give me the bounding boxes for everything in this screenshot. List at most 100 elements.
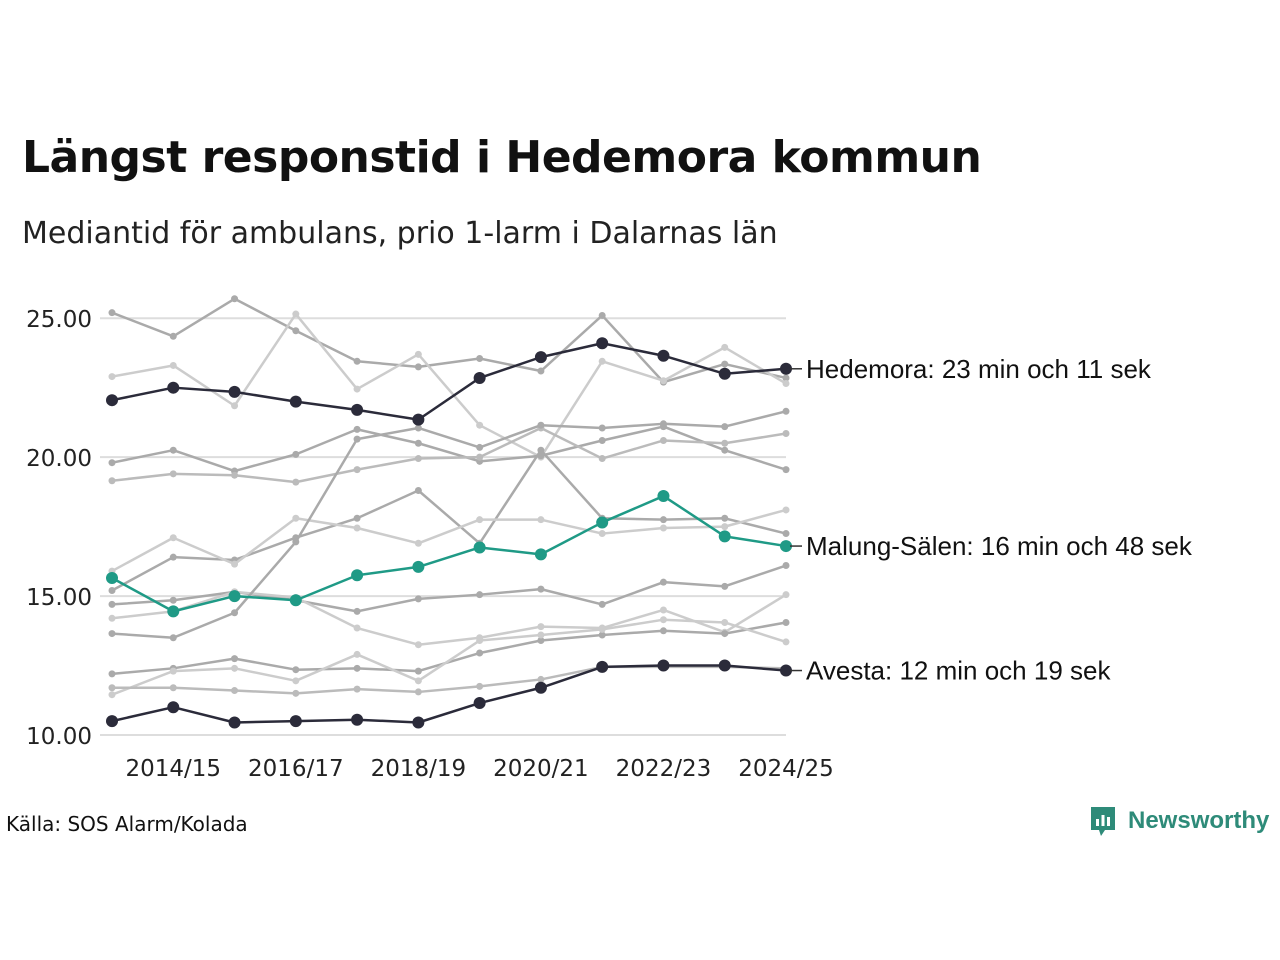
background-series-point: [169, 446, 177, 454]
background-series-point: [598, 357, 606, 365]
background-series-line: [111, 426, 787, 484]
background-series-point: [659, 436, 667, 444]
series-malung-s-len-point: [412, 560, 425, 573]
background-series-point: [292, 478, 300, 486]
background-series-point: [476, 649, 484, 657]
series-malung-s-len-point: [289, 594, 302, 607]
series-avesta-point: [596, 660, 609, 673]
series-labels: Hedemora: 23 min och 11 sek Malung-Sälen:…: [790, 354, 1193, 686]
background-series-point: [231, 295, 239, 303]
series-malung-s-len-line: [111, 494, 787, 613]
series-avesta-point: [780, 664, 792, 677]
background-series-point: [598, 600, 606, 608]
y-tick-label: 20.00: [26, 446, 92, 472]
series-hedemora-point: [289, 395, 302, 408]
background-series-point: [353, 664, 361, 672]
background-series-point: [414, 424, 422, 432]
background-series-point: [598, 455, 606, 463]
background-series-point: [782, 530, 790, 538]
background-series-point: [108, 600, 116, 608]
background-series-point: [353, 435, 361, 443]
background-series-point: [659, 627, 667, 635]
series-hedemora-point: [412, 413, 425, 426]
series-hedemora-point: [780, 362, 792, 375]
background-series-point: [598, 311, 606, 319]
background-series-point: [108, 587, 116, 595]
background-series-line: [111, 590, 787, 646]
background-series-point: [292, 514, 300, 522]
background-series-point: [782, 506, 790, 514]
background-series-point: [353, 425, 361, 433]
background-series-point: [782, 562, 790, 570]
background-series-point: [108, 477, 116, 485]
background-series-point: [537, 446, 545, 454]
background-series-point: [782, 618, 790, 626]
background-series-line: [111, 448, 787, 592]
background-series-point: [537, 637, 545, 645]
background-series-point: [231, 560, 239, 568]
highlighted-series: [106, 337, 792, 729]
series-avesta-point: [412, 716, 425, 729]
background-series-point: [414, 539, 422, 547]
background-series-point: [353, 624, 361, 632]
background-series-point: [782, 430, 790, 438]
series-hedemora-point: [718, 367, 731, 380]
background-series-point: [476, 682, 484, 690]
background-series-point: [414, 350, 422, 358]
series-hedemora-point: [106, 394, 118, 407]
background-series-point: [537, 631, 545, 639]
background-series-point: [721, 446, 729, 454]
background-series-point: [659, 606, 667, 614]
series-malung-s-len-point: [106, 572, 118, 585]
background-series-line: [111, 425, 787, 473]
background-series-point: [414, 667, 422, 675]
background-series-line: [112, 665, 787, 695]
background-series-point: [231, 471, 239, 479]
background-series-point: [414, 688, 422, 696]
background-series-point: [659, 516, 667, 524]
brand-logo: Newsworthy: [1088, 804, 1269, 838]
background-series-point: [476, 591, 484, 599]
x-axis: 2014/15 2016/17 2018/19 2020/21 2022/23 2024/…: [125, 756, 833, 782]
background-series-point: [169, 534, 177, 542]
background-series-point: [782, 638, 790, 646]
background-series-point: [231, 687, 239, 695]
series-malung-s-len-point: [228, 590, 241, 603]
background-series-point: [108, 459, 116, 467]
background-series-point: [659, 377, 667, 385]
background-series-point: [782, 380, 790, 388]
series-avesta-point: [473, 697, 486, 710]
background-series-point: [476, 637, 484, 645]
background-series-point: [231, 664, 239, 672]
background-series-point: [169, 634, 177, 642]
series-avesta-point: [289, 715, 302, 728]
y-tick-label: 25.00: [26, 307, 92, 333]
series-avesta-point: [106, 715, 118, 728]
series-hedemora-point: [657, 349, 670, 362]
background-series-point: [353, 524, 361, 532]
background-series-point: [476, 355, 484, 363]
background-series-point: [353, 607, 361, 615]
background-series-point: [537, 585, 545, 593]
background-series-point: [353, 385, 361, 393]
background-series-point: [721, 582, 729, 590]
line-chart: 10.00 15.00 20.00 25.00 2014/15 2016/17 2018/…: [26, 295, 1193, 782]
background-series-point: [108, 630, 116, 638]
background-series-line: [111, 564, 787, 613]
background-series-line: [111, 410, 787, 640]
background-series-point: [721, 618, 729, 626]
background-series-point: [782, 374, 790, 382]
series-avesta-point: [228, 716, 241, 729]
background-series-point: [476, 516, 484, 524]
x-tick-label: 2016/17: [248, 756, 344, 782]
background-series-point: [108, 691, 116, 699]
x-tick-label: 2018/19: [371, 756, 467, 782]
background-series-point: [414, 641, 422, 649]
series-hedemora-point: [351, 403, 364, 416]
background-series-point: [537, 623, 545, 631]
series-malung-s-len-point: [534, 548, 547, 561]
series-label: Hedemora: 23 min och 11 sek: [806, 354, 1152, 384]
background-series-point: [537, 367, 545, 375]
background-series-point: [353, 466, 361, 474]
background-series-point: [721, 439, 729, 447]
